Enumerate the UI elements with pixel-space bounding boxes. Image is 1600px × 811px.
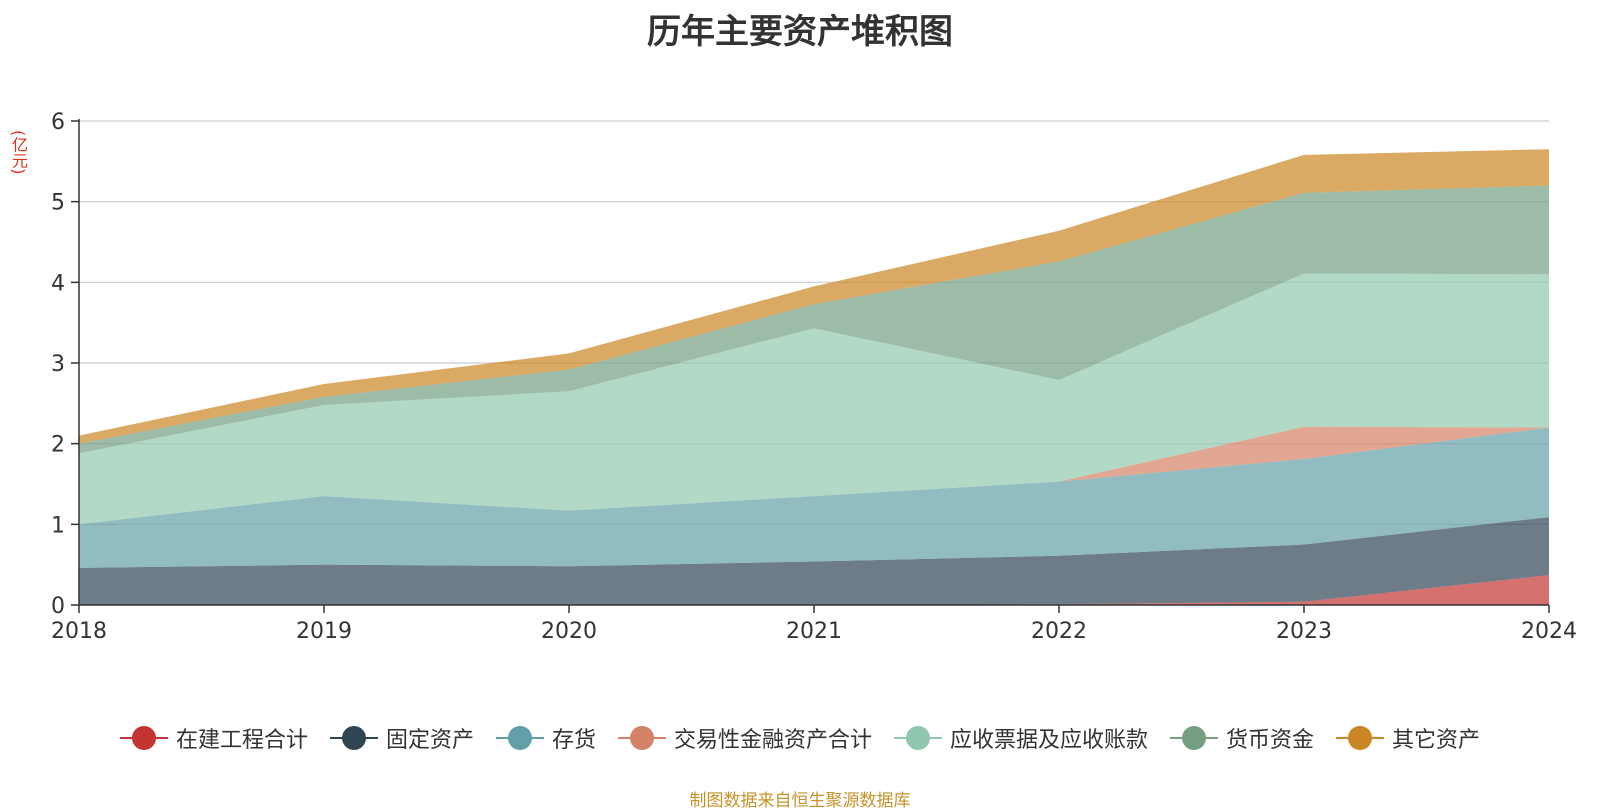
axes [71,119,1550,613]
legend-item[interactable]: 交易性金融资产合计 [617,722,872,754]
legend-marker-icon [495,726,544,750]
x-tick-label: 2021 [786,619,842,644]
legend-marker-icon [119,726,168,750]
legend-label: 交易性金融资产合计 [673,728,872,753]
area-series-1 [79,575,1549,605]
y-tick-label: 1 [51,513,65,538]
y-tick-label: 5 [51,191,65,216]
x-tick-label: 2023 [1276,619,1332,644]
legend: 在建工程合计 固定资产 存货 交易性金融资产合计 应收票据及应收账款 货币资金 其它资产 [0,718,1600,758]
y-tick-label: 2 [51,433,65,458]
legend-item[interactable]: 固定资产 [329,722,474,754]
tick-labels: 0 1 2 3 4 5 6 2018 2019 2020 2021 2022 2023 2024 [51,110,1577,644]
area-series-7 [79,149,1549,444]
legend-item[interactable]: 在建工程合计 [119,722,308,754]
area-series-3 [79,427,1549,568]
legend-marker-icon [617,726,666,750]
y-tick-label: 3 [51,352,65,377]
legend-marker-icon [894,726,942,750]
legend-label: 货币资金 [1226,728,1315,753]
legend-item[interactable]: 其它资产 [1336,722,1480,754]
area-series-2 [79,517,1549,605]
y-tick-label: 6 [51,110,65,135]
y-tick-label: 0 [51,594,65,619]
x-tick-label: 2024 [1521,619,1577,644]
legend-label: 存货 [551,728,596,753]
x-tick-label: 2020 [541,619,597,644]
legend-label: 固定资产 [385,728,474,753]
area-series [79,149,1549,605]
chart-title: 历年主要资产堆积图 [647,12,953,52]
x-tick-label: 2022 [1031,619,1087,644]
legend-item[interactable]: 货币资金 [1170,722,1314,754]
area-series-5 [79,273,1549,525]
legend-item[interactable]: 应收票据及应收账款 [894,722,1148,754]
legend-label: 其它资产 [1392,728,1481,753]
legend-marker-icon [1336,726,1385,750]
x-tick-label: 2018 [51,619,107,644]
area-series-4 [79,426,1549,525]
legend-label: 应收票据及应收账款 [950,728,1149,753]
source-note: 制图数据来自恒生聚源数据库 [689,791,911,811]
x-tick-label: 2019 [296,619,352,644]
y-tick-label: 4 [51,271,65,296]
legend-label: 在建工程合计 [175,728,308,753]
y-axis-unit: (亿元) [9,129,28,175]
legend-marker-icon [329,726,378,750]
legend-marker-icon [1170,726,1219,750]
legend-item[interactable]: 存货 [495,722,596,754]
area-series-6 [79,185,1549,454]
